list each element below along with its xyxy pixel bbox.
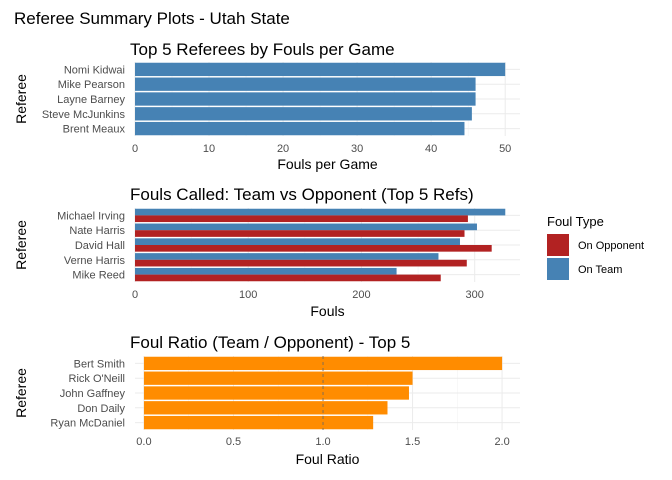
category-label: Brent Meaux bbox=[63, 124, 126, 136]
bar-on-team-michael-irving bbox=[135, 208, 506, 216]
category-label: Mike Reed bbox=[72, 270, 125, 282]
bar-don-daily bbox=[143, 401, 388, 415]
legend-key-on-opponent bbox=[547, 234, 569, 256]
y-axis-label: Referee bbox=[13, 368, 29, 418]
x-tick-label: 0 bbox=[132, 289, 138, 301]
bar-on-opponent-verne-harris bbox=[135, 259, 467, 267]
bar-on-opponent-mike-reed bbox=[135, 274, 441, 282]
bar-on-opponent-nate-harris bbox=[135, 230, 465, 237]
bar-layne-barney bbox=[135, 92, 476, 106]
panel-title: Foul Ratio (Team / Opponent) - Top 5 bbox=[130, 333, 410, 352]
x-tick-label: 30 bbox=[351, 143, 363, 155]
figure-title: Referee Summary Plots - Utah State bbox=[14, 9, 290, 28]
panel-2: Fouls Called: Team vs Opponent (Top 5 Re… bbox=[13, 185, 520, 319]
category-label: John Gaffney bbox=[60, 388, 126, 400]
x-axis-label: Foul Ratio bbox=[296, 451, 360, 467]
category-label: Verne Harris bbox=[64, 255, 126, 267]
legend-label: On Team bbox=[578, 264, 622, 276]
x-axis-label: Fouls per Game bbox=[277, 156, 378, 172]
panel-1: Top 5 Referees by Fouls per Game 0 10 20 30 4… bbox=[13, 40, 520, 172]
bar-on-team-mike-reed bbox=[135, 267, 397, 275]
x-axis-label: Fouls bbox=[310, 303, 344, 319]
y-axis-label: Referee bbox=[13, 74, 29, 124]
legend-title: Foul Type bbox=[547, 214, 604, 229]
category-label: Don Daily bbox=[77, 403, 125, 415]
bar-john-gaffney bbox=[143, 386, 409, 400]
x-tick-label: 1.5 bbox=[405, 436, 420, 448]
x-tick-label: 10 bbox=[203, 143, 215, 155]
category-label: Ryan McDaniel bbox=[50, 418, 125, 430]
x-tick-label: 200 bbox=[352, 289, 370, 301]
legend: Foul Type On Opponent On Team bbox=[547, 214, 644, 280]
category-label: Steve McJunkins bbox=[42, 109, 126, 121]
legend-label: On Opponent bbox=[578, 240, 644, 252]
bar-ryan-mcdaniel bbox=[143, 415, 374, 430]
legend-key-on-team bbox=[547, 258, 569, 280]
bar-nomi-kidwai bbox=[135, 62, 506, 77]
bar-on-team-verne-harris bbox=[135, 253, 439, 260]
category-label: Nomi Kidwai bbox=[64, 64, 125, 76]
category-label: Nate Harris bbox=[69, 225, 125, 237]
x-tick-label: 100 bbox=[239, 289, 257, 301]
x-tick-label: 0.0 bbox=[136, 436, 151, 448]
bar-on-opponent-david-hall bbox=[135, 245, 492, 252]
y-axis-label: Referee bbox=[13, 220, 29, 270]
x-tick-label: 20 bbox=[277, 143, 289, 155]
x-tick-label: 0 bbox=[132, 143, 138, 155]
panel-3: Foul Ratio (Team / Opponent) - Top 5 0.0 0… bbox=[13, 333, 520, 467]
category-label: Rick O'Neill bbox=[69, 373, 126, 385]
x-tick-label: 300 bbox=[466, 289, 484, 301]
panel-title: Fouls Called: Team vs Opponent (Top 5 Re… bbox=[130, 185, 474, 204]
bar-steve-mcjunkins bbox=[135, 107, 472, 121]
x-tick-label: 2.0 bbox=[494, 436, 509, 448]
bar-mike-pearson bbox=[135, 77, 476, 91]
x-tick-label: 50 bbox=[499, 143, 511, 155]
category-label: Bert Smith bbox=[74, 358, 125, 370]
bar-brent-meaux bbox=[135, 121, 465, 136]
category-label: Layne Barney bbox=[57, 94, 125, 106]
bar-rick-o-neill bbox=[143, 371, 413, 385]
bar-on-opponent-michael-irving bbox=[135, 215, 468, 223]
bar-on-team-david-hall bbox=[135, 238, 460, 245]
category-label: David Hall bbox=[75, 240, 125, 252]
panel-title: Top 5 Referees by Fouls per Game bbox=[130, 40, 395, 59]
charts: Top 5 Referees by Fouls per Game 0 10 20 30 4… bbox=[13, 40, 520, 467]
category-label: Mike Pearson bbox=[58, 79, 125, 91]
bar-on-team-nate-harris bbox=[135, 223, 477, 231]
x-tick-label: 0.5 bbox=[226, 436, 241, 448]
x-tick-label: 1.0 bbox=[315, 436, 330, 448]
category-label: Michael Irving bbox=[57, 210, 125, 222]
x-tick-label: 40 bbox=[425, 143, 437, 155]
